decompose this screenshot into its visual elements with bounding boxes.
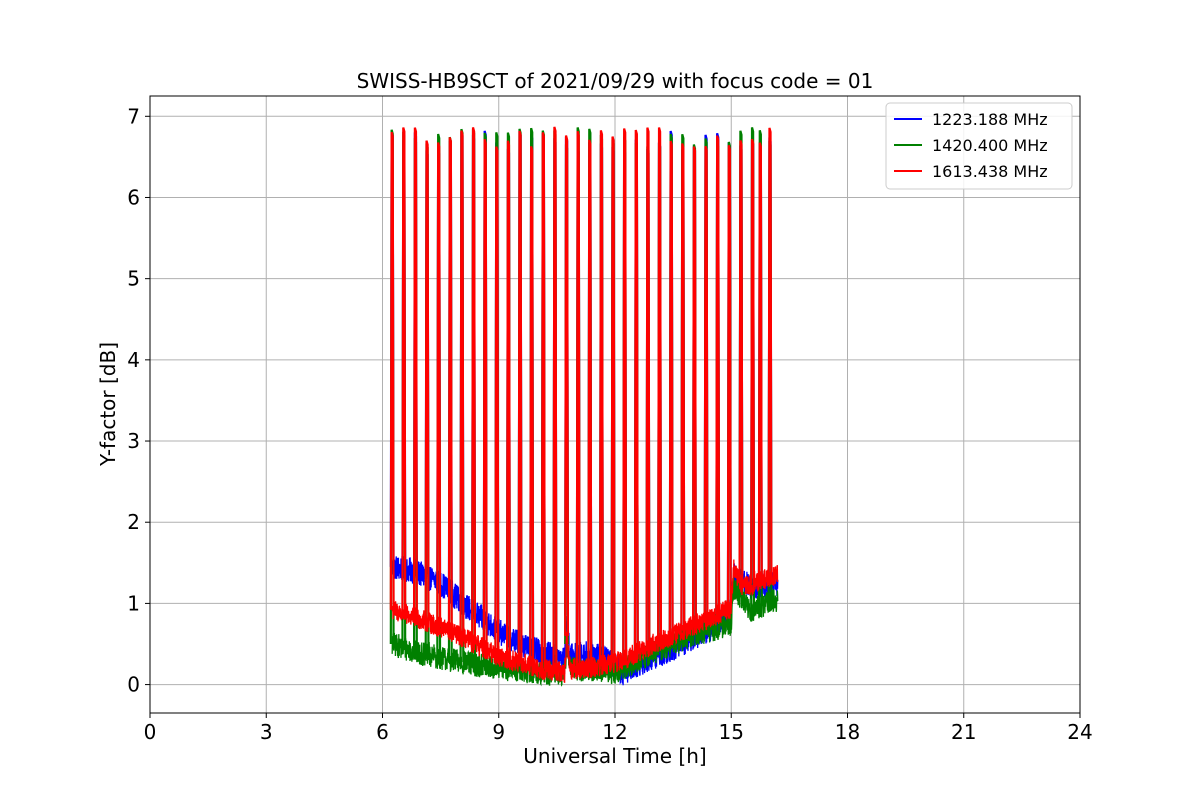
x-tick-label: 15 <box>719 720 744 744</box>
y-axis-ticks: 0 1 2 3 4 5 6 7 <box>127 104 150 697</box>
plot-series-group <box>389 126 779 687</box>
series-spike <box>610 136 616 663</box>
y-tick-label: 5 <box>127 267 140 291</box>
legend: 1223.188 MHz 1420.400 MHz 1613.438 MHz <box>885 102 1073 190</box>
legend-label: 1613.438 MHz <box>932 162 1048 181</box>
series-spike <box>459 130 465 637</box>
y-tick-label: 7 <box>127 104 140 128</box>
series-spike <box>482 138 488 650</box>
series-spike <box>529 146 535 667</box>
x-tick-label: 9 <box>492 720 505 744</box>
series-spike <box>598 130 604 666</box>
x-tick-label: 6 <box>376 720 389 744</box>
series-spike <box>540 132 546 670</box>
y-tick-label: 1 <box>127 591 140 615</box>
series-spike <box>552 126 558 671</box>
x-tick-label: 21 <box>951 720 976 744</box>
x-tick-label: 0 <box>144 720 157 744</box>
series-spike <box>738 140 744 584</box>
series-spike <box>668 140 674 636</box>
x-tick-label: 18 <box>835 720 860 744</box>
series-spike <box>757 142 763 582</box>
series-spike <box>587 139 593 668</box>
x-tick-label: 24 <box>1067 720 1092 744</box>
legend-box <box>885 102 1073 190</box>
series-spike <box>517 130 523 663</box>
series-spike <box>750 138 756 584</box>
series-spike <box>389 131 395 610</box>
y-tick-label: 2 <box>127 510 140 534</box>
series-spike <box>633 129 639 654</box>
y-axis-label: Y-factor [dB] <box>96 342 120 467</box>
series-spike <box>505 140 511 660</box>
series-spike <box>703 145 709 620</box>
series-spike <box>622 128 628 660</box>
series-spike <box>657 127 663 642</box>
series-spike <box>645 127 651 648</box>
series-spike <box>494 146 500 656</box>
x-tick-label: 3 <box>260 720 273 744</box>
x-tick-label: 12 <box>602 720 627 744</box>
legend-label: 1223.188 MHz <box>932 110 1048 129</box>
series-spike <box>447 137 453 632</box>
y-tick-label: 6 <box>127 185 140 209</box>
y-tick-label: 0 <box>127 673 140 697</box>
legend-label: 1420.400 MHz <box>932 136 1048 155</box>
x-axis-label: Universal Time [h] <box>523 744 706 768</box>
series-spike <box>680 143 686 631</box>
series-spike <box>726 145 732 609</box>
y-tick-label: 4 <box>127 348 140 372</box>
y-tick-label: 3 <box>127 429 140 453</box>
series-spike <box>424 140 430 623</box>
series-spike <box>575 130 581 669</box>
series-spike <box>401 127 407 614</box>
series-spike <box>471 127 477 643</box>
chart-title: SWISS-HB9SCT of 2021/09/29 with focus co… <box>357 69 874 93</box>
series-spike <box>715 135 721 615</box>
x-axis-ticks: 0 3 6 9 12 15 18 21 24 <box>144 713 1093 744</box>
series-line <box>391 559 779 683</box>
series-spike <box>412 127 418 618</box>
series-spike <box>436 142 442 627</box>
series-spike <box>691 146 697 626</box>
series-spike <box>767 127 773 578</box>
series-spike <box>564 135 570 636</box>
